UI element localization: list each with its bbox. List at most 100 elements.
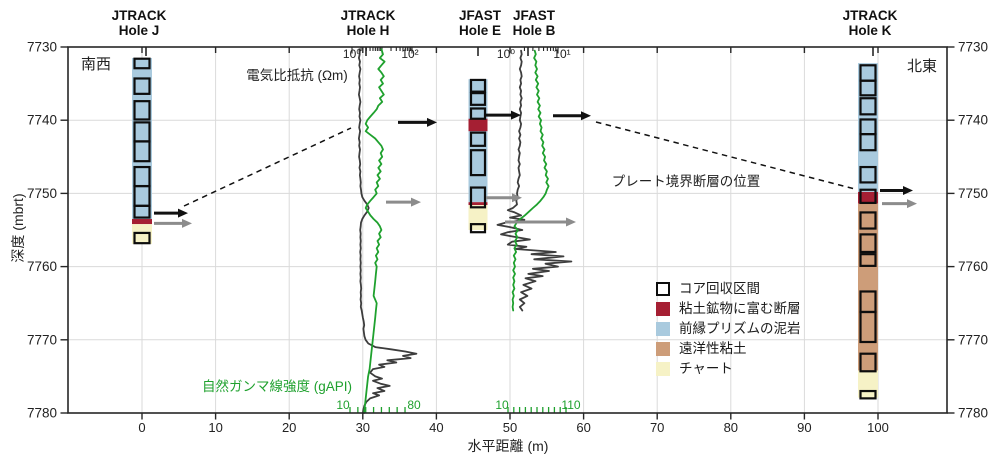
legend-label: チャート <box>679 361 733 376</box>
legend-item-core-interval: コア回収区間 <box>656 279 801 299</box>
core-recovery-box <box>469 131 487 147</box>
core-recovery-box <box>469 149 487 177</box>
x-tick-label: 40 <box>429 420 443 435</box>
hole-title-line2: Hole B <box>512 23 556 38</box>
core-recovery-box <box>133 204 151 219</box>
legend-item-clay-rich-fault: 粘土鉱物に富む断層 <box>656 299 801 319</box>
depth-tick-label-right: 7770 <box>958 332 988 347</box>
lith-segment-fault <box>132 219 152 225</box>
x-tick-label: 80 <box>724 420 738 435</box>
depth-tick-label-left: 7740 <box>27 113 57 128</box>
hole-title-line1: JFAST <box>458 8 502 23</box>
legend-label: 前縁プリズムの泥岩 <box>679 321 801 336</box>
x-tick-label: 60 <box>576 420 590 435</box>
plot-frame <box>67 46 948 414</box>
lithology-column-hole-E <box>468 78 488 234</box>
gamma-scale-max-label-h: 80 <box>407 398 421 412</box>
x-tick-label: 0 <box>138 420 145 435</box>
x-tick-label: 100 <box>867 420 889 435</box>
log-curve-H-resistivity <box>357 48 418 414</box>
legend-swatch-frontal-prism-mudstone <box>656 322 670 336</box>
core-recovery-box <box>469 92 487 106</box>
hole-title-line1: JFAST <box>512 8 556 23</box>
lith-segment-fault <box>858 191 878 204</box>
annotation-resistivity-label: 電気比抵抗 (Ωm) <box>246 68 348 83</box>
resistivity-scale-max-label-b: 10¹ <box>553 47 571 61</box>
gamma-scale-max-label-b: 110 <box>561 398 581 412</box>
hole-title-jtrack-hole-k: JTRACK Hole K <box>843 8 898 38</box>
resistivity-scale-min-label-h: 10⁰ <box>342 47 362 61</box>
legend-swatch-chert <box>656 362 670 376</box>
arrow-head <box>182 218 192 228</box>
depth-tick-label-left: 7770 <box>27 332 57 347</box>
core-recovery-box <box>133 231 151 245</box>
core-recovery-box <box>133 57 151 70</box>
legend-item-chert: チャート <box>656 359 801 379</box>
core-recovery-box <box>859 352 877 373</box>
core-recovery-box <box>859 233 877 254</box>
core-recovery-box <box>859 79 877 97</box>
hole-title-line2: Hole K <box>848 23 892 38</box>
corner-label-southwest: 南西 <box>80 56 112 73</box>
core-recovery-box <box>469 107 487 120</box>
log-curve-B-gamma <box>511 49 550 312</box>
x-axis-ticks: 0 10 20 30 40 50 60 70 80 90 100 <box>138 47 889 435</box>
hole-title-jfast-hole-e: JFAST Hole E <box>459 8 501 38</box>
lithology-column-hole-K <box>858 63 878 400</box>
core-recovery-box <box>133 100 151 121</box>
arrow-head <box>427 117 437 127</box>
legend-swatch-pelagic-clay <box>656 342 670 356</box>
arrow-head <box>411 197 421 207</box>
x-tick-label: 10 <box>208 420 222 435</box>
core-recovery-box <box>859 133 877 152</box>
core-recovery-box <box>859 188 877 205</box>
resistivity-scale-max-label-h: 10² <box>401 47 419 61</box>
fault-arrows-hole-K <box>880 185 917 209</box>
arrow-head <box>581 111 591 121</box>
depth-tick-label-left: 7760 <box>27 259 57 274</box>
legend-item-frontal-prism-mudstone: 前縁プリズムの泥岩 <box>656 319 801 339</box>
hole-title-jtrack-hole-j: JTRACK Hole J <box>112 8 167 38</box>
gridlines <box>68 47 947 413</box>
x-tick-label: 30 <box>356 420 370 435</box>
log-curve-B-resistivity <box>496 49 573 312</box>
arrow-head <box>566 217 576 227</box>
hole-title-line1: JTRACK <box>340 8 396 23</box>
legend-label: 粘土鉱物に富む断層 <box>679 301 801 316</box>
depth-tick-label-right: 7750 <box>958 186 988 201</box>
core-recovery-box <box>133 77 151 95</box>
core-recovery-box <box>859 253 877 267</box>
gamma-scale-min-label-b: 10 <box>495 398 509 412</box>
hole-title-line2: Hole E <box>458 23 502 38</box>
annotation-plate-boundary-fault-label: プレート境界断層の位置 <box>611 174 761 189</box>
annotation-gamma-label: 自然ガンマ線強度 (gAPI) <box>201 379 353 394</box>
hole-position-ticks <box>145 47 874 56</box>
x-tick-label: 90 <box>797 420 811 435</box>
arrow-head <box>178 208 188 218</box>
core-recovery-box <box>859 165 877 184</box>
fault-arrows-hole-J <box>154 208 192 228</box>
core-recovery-box <box>133 140 151 163</box>
arrow-head <box>903 185 913 195</box>
plate-boundary-fault-dashed-line <box>183 121 856 207</box>
x-tick-label: 70 <box>650 420 664 435</box>
gamma-scale-min-label-h: 10 <box>336 398 350 412</box>
log-curve-H-gamma <box>363 48 386 414</box>
legend: コア回収区間 粘土鉱物に富む断層 前縁プリズムの泥岩 遠洋性粘土 チャート <box>656 279 801 379</box>
hole-title-line2: Hole J <box>118 23 160 38</box>
corner-label-northeast: 北東 <box>906 58 938 75</box>
legend-swatch-core-interval <box>656 282 670 296</box>
resistivity-scale-min-label-b: 10⁰ <box>496 47 516 61</box>
core-recovery-box <box>859 310 877 344</box>
legend-item-pelagic-clay: 遠洋性粘土 <box>656 339 801 359</box>
lithology-column-hole-J <box>132 57 152 245</box>
lith-segment-prism <box>132 57 152 220</box>
lith-segment-clay <box>858 203 878 371</box>
x-axis-title: 水平距離 (m) <box>467 438 549 454</box>
legend-label: コア回収区間 <box>679 281 760 296</box>
depth-tick-label-left: 7780 <box>27 406 57 421</box>
depth-tick-label-right: 7740 <box>958 113 988 128</box>
fault-arrows-hole-B <box>505 111 591 227</box>
